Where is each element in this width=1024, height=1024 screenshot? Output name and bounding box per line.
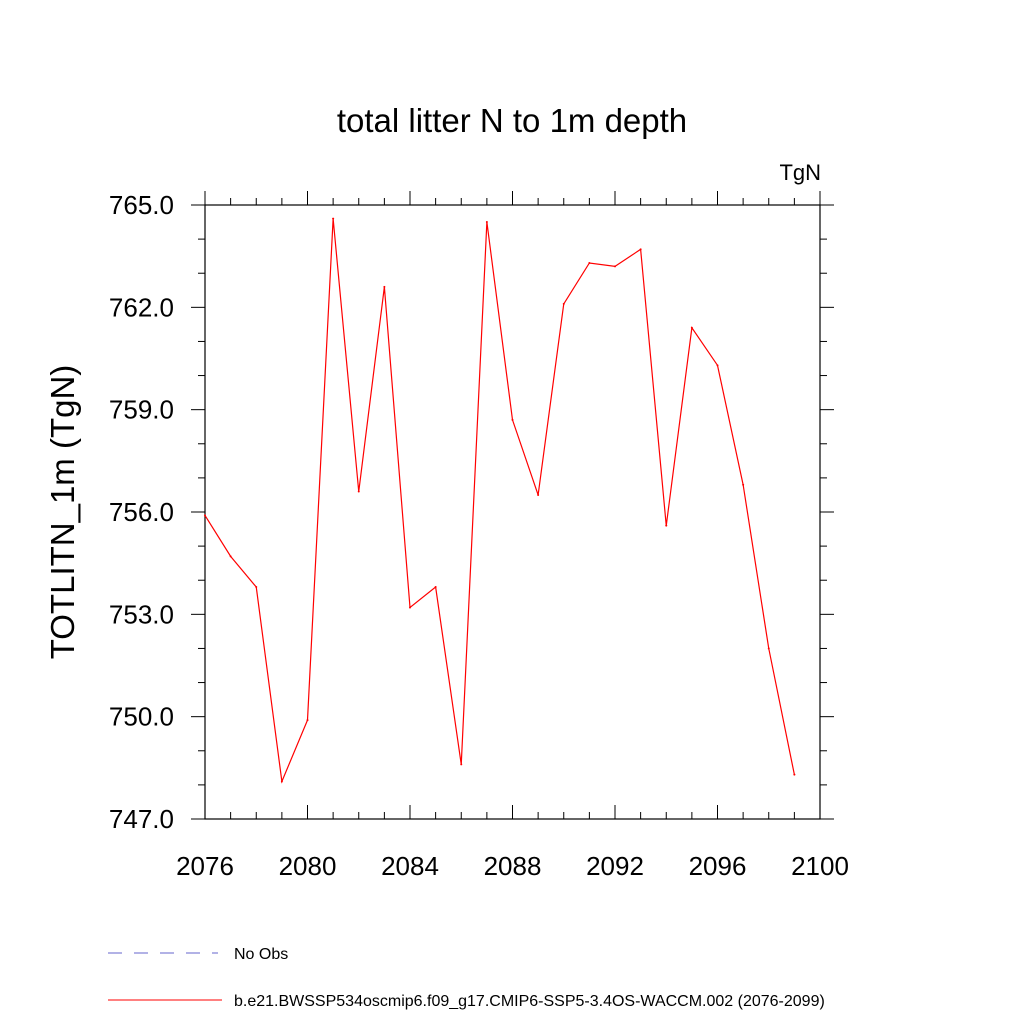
data-point bbox=[537, 493, 540, 496]
x-tick-label: 2084 bbox=[381, 851, 439, 881]
plot-frame bbox=[204, 204, 821, 820]
data-point bbox=[434, 586, 437, 589]
data-point bbox=[511, 418, 514, 421]
data-point bbox=[767, 647, 770, 650]
data-point bbox=[306, 719, 309, 722]
data-point bbox=[690, 326, 693, 329]
x-tick-label: 2100 bbox=[791, 851, 849, 881]
data-point bbox=[383, 285, 386, 288]
data-point bbox=[255, 586, 258, 589]
data-point bbox=[485, 221, 488, 224]
axis-tick-labels: 2076 2080 2084 2088 2092 2096 2100 747.0 750.0 75… bbox=[109, 190, 849, 881]
y-tick-label: 756.0 bbox=[109, 497, 174, 527]
legend-no-obs-label: No Obs bbox=[234, 946, 288, 963]
data-point bbox=[588, 261, 591, 264]
data-point bbox=[665, 524, 668, 527]
y-axis-label: TOTLITN_1m (TgN) bbox=[44, 365, 81, 660]
data-point bbox=[742, 483, 745, 486]
axis-ticks bbox=[191, 191, 834, 820]
x-tick-label: 2096 bbox=[689, 851, 747, 881]
data-point bbox=[229, 555, 232, 558]
units-label: TgN bbox=[779, 160, 821, 185]
chart-title: total litter N to 1m depth bbox=[337, 102, 687, 139]
series-layer bbox=[204, 217, 796, 784]
data-point bbox=[357, 490, 360, 493]
x-tick-label: 2092 bbox=[586, 851, 644, 881]
x-tick-label: 2076 bbox=[176, 851, 234, 881]
y-tick-label: 747.0 bbox=[109, 804, 174, 834]
data-point bbox=[204, 514, 206, 517]
legend-series-label: b.e21.BWSSP534oscmip6.f09_g17.CMIP6-SSP5… bbox=[234, 993, 825, 1010]
data-point bbox=[716, 364, 719, 367]
y-tick-label: 759.0 bbox=[109, 395, 174, 425]
data-point bbox=[332, 217, 335, 220]
data-point bbox=[409, 606, 411, 609]
y-tick-label: 765.0 bbox=[109, 190, 174, 220]
data-point bbox=[639, 248, 642, 251]
y-tick-label: 762.0 bbox=[109, 292, 174, 322]
data-point bbox=[614, 265, 616, 268]
data-point bbox=[793, 773, 796, 776]
data-point bbox=[460, 763, 463, 766]
y-tick-label: 750.0 bbox=[109, 702, 174, 732]
data-point bbox=[280, 780, 283, 783]
y-tick-label: 753.0 bbox=[109, 599, 174, 629]
x-tick-label: 2080 bbox=[279, 851, 337, 881]
series-line bbox=[204, 218, 795, 784]
x-tick-label: 2088 bbox=[484, 851, 542, 881]
data-point bbox=[562, 302, 565, 305]
